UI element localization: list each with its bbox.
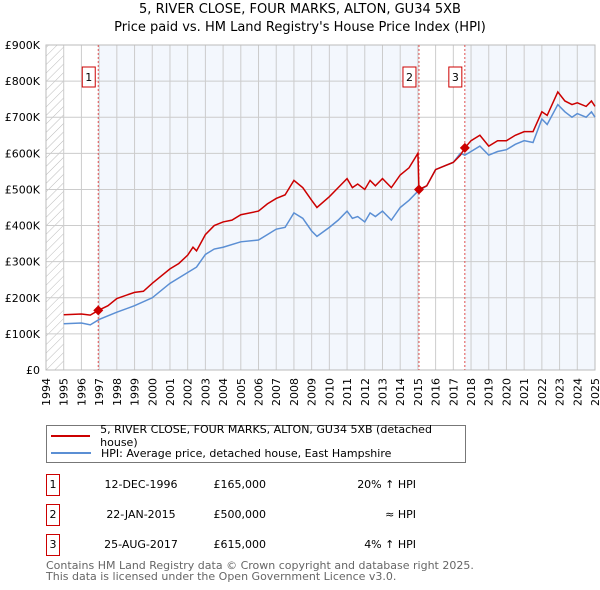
x-tick-label: 1996 [75, 378, 88, 406]
x-tick-label: 2007 [270, 378, 283, 406]
x-tick-label: 1999 [129, 378, 142, 406]
sale-label-box-1 [81, 66, 96, 88]
x-tick-label: 2003 [199, 378, 212, 406]
x-tick-label: 2013 [376, 378, 389, 406]
sale-row: 3 25-AUG-2017 £615,000 4% ↑ HPI [46, 534, 446, 556]
y-tick-label: £600K [5, 147, 41, 160]
x-tick-label: 1994 [40, 378, 53, 406]
x-tick-label: 2012 [359, 378, 372, 406]
x-tick-label: 2016 [430, 378, 443, 406]
x-tick-label: 2006 [253, 378, 266, 406]
x-tick-label: 2008 [288, 378, 301, 406]
sale-number-box: 3 [46, 534, 60, 556]
y-tick-label: £900K [5, 39, 41, 52]
y-tick-label: £300K [5, 256, 41, 269]
sale-hpi-compare: ≈ HPI [385, 508, 416, 521]
x-tick-label: 2009 [306, 378, 319, 406]
x-tick-label: 2025 [589, 378, 600, 406]
x-tick-label: 2004 [217, 378, 230, 406]
sale-hpi-compare: 20% ↑ HPI [357, 478, 416, 491]
sale-label-box-3 [448, 66, 463, 88]
sale-price: £500,000 [213, 508, 267, 521]
sale-date: 22-JAN-2015 [106, 508, 176, 521]
sale-price: £615,000 [213, 538, 267, 551]
sale-date: 12-DEC-1996 [104, 478, 178, 491]
x-tick-label: 2018 [465, 378, 478, 406]
x-tick-label: 2019 [483, 378, 496, 406]
y-tick-label: £500K [5, 183, 41, 196]
x-tick-label: 2005 [235, 378, 248, 406]
no-data-hatch [46, 45, 64, 370]
sale-label-3: 3 [452, 71, 459, 84]
x-tick-label: 2001 [164, 378, 177, 406]
sale-point-3 [459, 142, 470, 153]
x-tick-label: 2002 [182, 378, 195, 406]
footer-line-1: Contains HM Land Registry data © Crown c… [46, 559, 474, 572]
x-tick-label: 2024 [571, 378, 584, 406]
x-tick-label: 2010 [323, 378, 336, 406]
y-tick-label: £0 [26, 364, 40, 377]
y-tick-label: £800K [5, 75, 41, 88]
x-tick-label: 1997 [93, 378, 106, 406]
legend: 5, RIVER CLOSE, FOUR MARKS, ALTON, GU34 … [46, 423, 466, 463]
shade-period-3 [464, 45, 595, 370]
sale-label-box-2 [402, 66, 417, 88]
x-tick-label: 2017 [447, 378, 460, 406]
y-tick-label: £700K [5, 111, 41, 124]
x-tick-label: 2011 [341, 378, 354, 406]
x-tick-label: 1995 [58, 378, 71, 406]
y-tick-label: £200K [5, 292, 41, 305]
sale-point-2 [413, 184, 424, 195]
x-tick-label: 2015 [412, 378, 425, 406]
sale-date: 25-AUG-2017 [104, 538, 178, 551]
chart-title: 5, RIVER CLOSE, FOUR MARKS, ALTON, GU34 … [139, 2, 461, 17]
x-tick-label: 1998 [111, 378, 124, 406]
x-tick-label: 2023 [554, 378, 567, 406]
plot-border [45, 44, 596, 371]
legend-label-hpi: HPI: Average price, detached house, East… [101, 446, 392, 460]
footer-line-2: This data is licensed under the Open Gov… [46, 570, 397, 583]
sale-row: 1 12-DEC-1996 £165,000 20% ↑ HPI [46, 474, 446, 496]
sale-hpi-compare: 4% ↑ HPI [364, 538, 416, 551]
sale-label-2: 2 [406, 71, 413, 84]
legend-swatch-hpi [51, 452, 91, 454]
plot-area: 1994 1995 1996 1997 1998 1999 2000 2001 2002 2003… [5, 39, 600, 406]
legend-label-property: 5, RIVER CLOSE, FOUR MARKS, ALTON, GU34 … [100, 423, 432, 449]
sale-number-box: 2 [46, 504, 60, 526]
x-tick-label: 2020 [500, 378, 513, 406]
x-tick-label: 2022 [536, 378, 549, 406]
x-tick-label: 2021 [518, 378, 531, 406]
legend-swatch-property [51, 435, 91, 437]
sale-row: 2 22-JAN-2015 £500,000 ≈ HPI [46, 504, 446, 526]
sale-price: £165,000 [213, 478, 267, 491]
sale-point-1 [93, 305, 104, 316]
property-price-line [63, 90, 596, 316]
chart-subtitle: Price paid vs. HM Land Registry's House … [114, 20, 486, 35]
y-tick-label: £400K [5, 220, 41, 233]
hpi-line [63, 103, 596, 326]
x-tick-label: 2014 [394, 378, 407, 406]
sale-label-1: 1 [85, 71, 92, 84]
sale-number-box: 1 [46, 474, 60, 496]
x-tick-label: 2000 [146, 378, 159, 406]
y-tick-label: £100K [5, 328, 41, 341]
